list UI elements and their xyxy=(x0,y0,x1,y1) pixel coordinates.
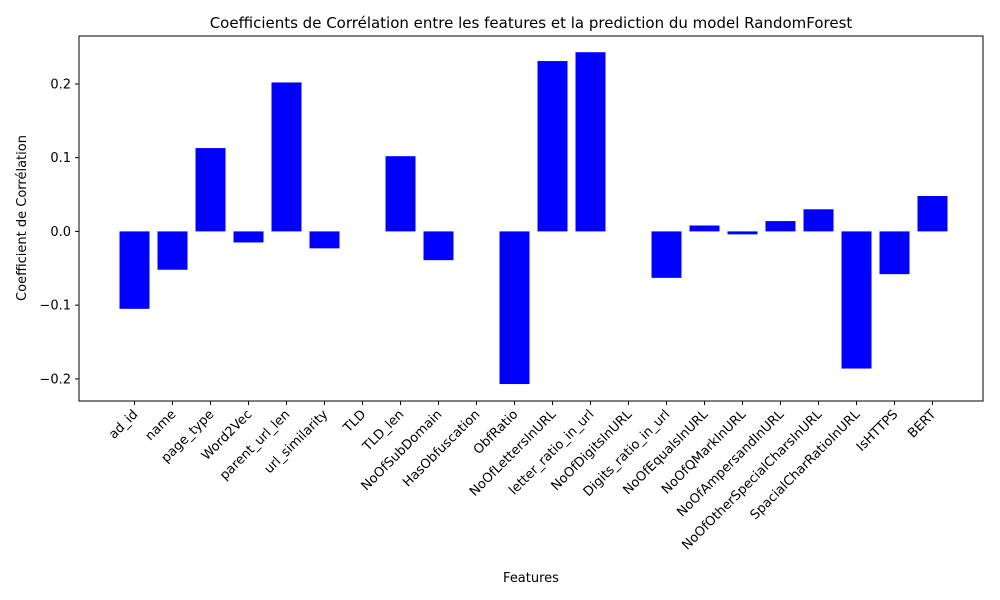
x-tick-label: name xyxy=(143,407,180,444)
x-tick-label: IsHTTPS xyxy=(854,407,901,454)
chart-title: Coefficients de Corrélation entre les fe… xyxy=(210,14,853,32)
x-tick-label: ad_id xyxy=(106,407,141,442)
bar-letter_ratio_in_url xyxy=(575,52,606,232)
bar-TLD_len xyxy=(385,156,416,232)
y-tick-label: −0.1 xyxy=(39,299,71,314)
y-tick-label: 0.1 xyxy=(50,151,71,166)
x-axis-label: Features xyxy=(503,571,559,586)
bar-NoOfOtherSpecialCharsInURL xyxy=(803,209,834,232)
bar-NoOfAmpersandInURL xyxy=(765,221,796,232)
y-axis: −0.2 −0.1 0.0 0.1 0.2 xyxy=(39,77,79,387)
bar-SpacialCharRatioInURL xyxy=(841,231,872,369)
y-tick-label: −0.2 xyxy=(39,372,71,387)
bars-group xyxy=(119,52,948,385)
y-tick-label: 0.0 xyxy=(50,225,71,240)
bar-NoOfQMarkInURL xyxy=(727,231,758,235)
x-axis: ad_id namepage_typeWord2Vecparent_url_len… xyxy=(106,401,939,553)
bar-Digits_ratio_in_url xyxy=(651,231,682,278)
bar-IsHTTPS xyxy=(879,231,910,275)
bar-BERT xyxy=(917,196,948,232)
plot-frame xyxy=(78,35,984,402)
bar-ad_id xyxy=(119,231,150,309)
bar-ObfRatio xyxy=(499,231,530,385)
bar-parent_url_len xyxy=(271,82,302,232)
bar-NoOfEqualsInURL xyxy=(689,225,720,232)
bar-page_type xyxy=(195,148,226,232)
bar-NoOfSubDomain xyxy=(423,231,454,261)
x-tick-label: NoOfOtherSpecialCharsInURL xyxy=(679,407,826,554)
bar-Word2Vec xyxy=(233,231,264,243)
bar-NoOfLettersInURL xyxy=(537,61,568,232)
bar-url_similarity xyxy=(309,231,340,249)
x-tick-label: TLD xyxy=(340,407,369,436)
x-tick-label: BERT xyxy=(905,407,939,441)
bar-name xyxy=(157,231,188,270)
y-axis-label: Coefficient de Corrélation xyxy=(15,135,30,301)
y-tick-label: 0.2 xyxy=(50,77,71,92)
